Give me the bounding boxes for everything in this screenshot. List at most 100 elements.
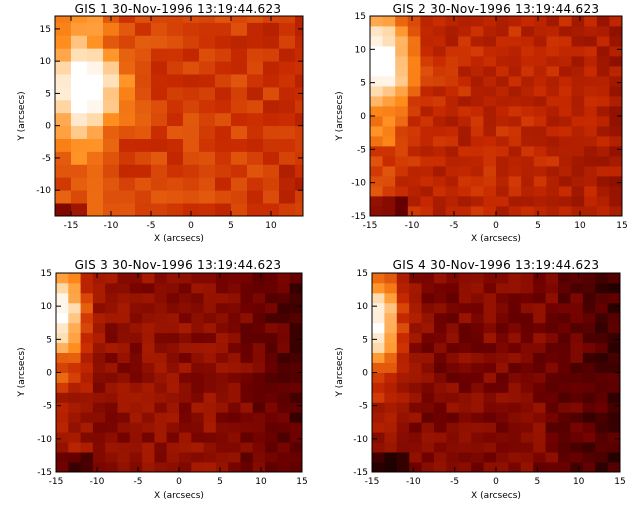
heatmap-cell	[483, 302, 497, 314]
heatmap-cell	[420, 46, 434, 57]
heatmap-cell	[508, 462, 522, 473]
heatmap-cell	[446, 312, 460, 324]
heatmap-cell	[372, 372, 385, 383]
heatmap-cell	[545, 462, 559, 473]
heatmap-cell	[117, 382, 131, 393]
heatmap-cell	[409, 302, 422, 314]
heatmap-cell	[508, 76, 522, 87]
heatmap-cell	[119, 86, 136, 101]
heatmap-cell	[409, 332, 422, 344]
heatmap-cell	[607, 392, 621, 403]
heatmap-cell	[179, 382, 192, 393]
heatmap-cell	[607, 302, 621, 314]
heatmap-cell	[215, 61, 232, 75]
heatmap-cell	[56, 312, 69, 324]
heatmap-cell	[582, 442, 596, 453]
heatmap-cell	[596, 126, 610, 137]
heatmap-cell	[533, 126, 547, 137]
heatmap-cell	[142, 352, 155, 363]
heatmap-cell	[252, 352, 266, 363]
heatmap-cell	[533, 332, 546, 344]
heatmap-cell	[483, 392, 497, 403]
heatmap-cell	[508, 432, 522, 443]
heatmap-cell	[166, 402, 180, 413]
heatmap-cell	[263, 203, 280, 217]
heatmap-cell	[231, 112, 248, 127]
heatmap-cell	[409, 452, 422, 463]
heatmap-cell	[471, 422, 484, 433]
heatmap-cell	[295, 16, 304, 23]
heatmap-gis-2	[370, 16, 623, 217]
heatmap-cell	[545, 372, 559, 383]
panel-gis-3: GIS 3 30-Nov-1996 13:19:44.623 -15 -10 -5 0…	[17, 258, 308, 501]
heatmap-cell	[370, 166, 383, 177]
heatmap-cell	[199, 190, 216, 204]
heatmap-cell	[80, 342, 94, 353]
heatmap-cell	[183, 22, 200, 36]
heatmap-cell	[247, 35, 264, 49]
heatmap-cell	[240, 372, 254, 383]
heatmap-cell	[520, 402, 534, 413]
heatmap-cell	[520, 322, 534, 334]
heatmap-cell	[199, 48, 216, 62]
heatmap-cell	[215, 332, 229, 344]
heatmap-cell	[68, 452, 81, 463]
heatmap-cell	[384, 352, 398, 363]
heatmap-cell	[80, 362, 94, 373]
heatmap-cell	[384, 312, 398, 324]
heatmap-cell	[545, 342, 559, 353]
heatmap-cell	[183, 151, 200, 165]
heatmap-cell	[203, 342, 217, 353]
heatmap-cell	[103, 61, 120, 75]
heatmap-cell	[215, 322, 229, 334]
heatmap-cell	[446, 372, 460, 383]
heatmap-cell	[370, 126, 383, 137]
heatmap-cell	[68, 442, 81, 453]
heatmap-cell	[56, 362, 69, 373]
heatmap-cell	[521, 76, 535, 87]
heatmap-cell	[433, 116, 446, 127]
heatmap-cell	[496, 362, 509, 373]
heatmap-cell	[570, 392, 584, 403]
heatmap-cell	[496, 96, 509, 107]
heatmap-cell	[265, 332, 278, 344]
heatmap-cell	[231, 35, 248, 49]
heatmap-cell	[129, 452, 143, 463]
heatmap-cell	[203, 352, 217, 363]
panel-title: GIS 2 30-Nov-1996 13:19:44.623	[393, 2, 600, 16]
heatmap-cell	[421, 282, 435, 294]
x-tick-label: 5	[217, 477, 223, 487]
heatmap-cell	[407, 176, 421, 187]
heatmap-cell	[203, 462, 217, 473]
heatmap-cell	[545, 282, 559, 294]
y-tick-label: 5	[46, 335, 52, 345]
heatmap-cell	[117, 442, 131, 453]
heatmap-cell	[396, 412, 410, 423]
heatmap-cell	[199, 22, 216, 36]
y-tick-label: -15	[37, 468, 52, 478]
heatmap-cell	[545, 402, 559, 413]
heatmap-cell	[559, 116, 572, 127]
heatmap-cell	[151, 125, 168, 139]
heatmap-cell	[396, 362, 410, 373]
heatmap-cell	[582, 372, 596, 383]
heatmap-cell	[277, 412, 291, 423]
heatmap-cell	[521, 176, 535, 187]
heatmap-cell	[483, 36, 497, 47]
heatmap-cell	[372, 392, 385, 403]
heatmap-cell	[247, 203, 264, 217]
heatmap-cell	[151, 99, 168, 114]
heatmap-cell	[135, 138, 152, 152]
heatmap-cell	[92, 292, 106, 304]
heatmap-cell	[277, 342, 291, 353]
heatmap-cell	[105, 432, 118, 443]
heatmap-cell	[129, 352, 143, 363]
heatmap-cell	[231, 203, 248, 217]
heatmap-cell	[409, 342, 422, 353]
heatmap-cell	[92, 362, 106, 373]
heatmap-cell	[142, 372, 155, 383]
heatmap-cell	[533, 292, 546, 304]
heatmap-cell	[595, 282, 608, 294]
x-tick-label: -15	[64, 221, 79, 231]
